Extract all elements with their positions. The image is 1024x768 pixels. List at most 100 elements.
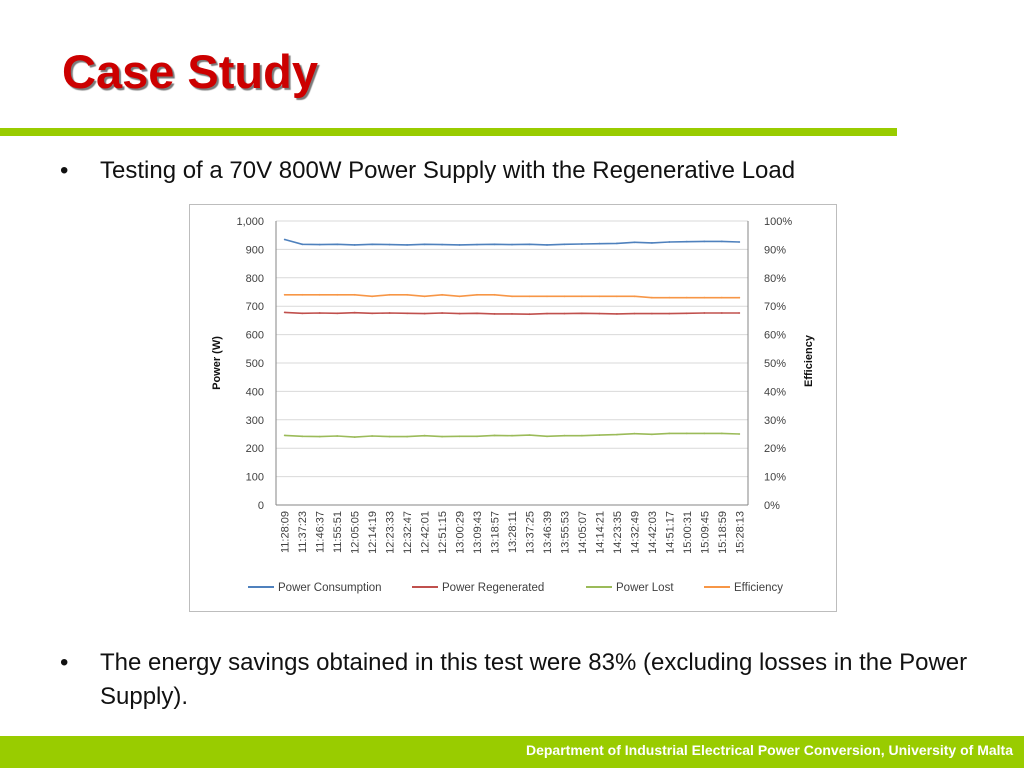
data-point (493, 434, 496, 437)
data-point (336, 243, 339, 246)
data-point (528, 434, 531, 436)
y-tick-label: 300 (246, 415, 264, 427)
slide-title: Case Study (62, 45, 318, 98)
data-point (423, 434, 426, 437)
x-tick-label: 12:05:05 (350, 511, 362, 554)
data-point (633, 432, 636, 435)
data-point (703, 432, 706, 435)
data-point (301, 293, 304, 296)
data-point (301, 435, 304, 438)
x-tick-label: 13:37:25 (524, 511, 536, 554)
y-tick-label: 200 (246, 443, 264, 455)
data-point (353, 436, 356, 438)
y-tick-label: 1,000 (236, 216, 264, 228)
data-point (511, 295, 513, 298)
footer-text: Department of Industrial Electrical Powe… (525, 742, 1013, 758)
x-tick-label: 14:23:35 (612, 511, 624, 554)
x-tick-label: 11:46:37 (315, 511, 327, 553)
y2-tick-label: 80% (764, 273, 786, 285)
y2-tick-label: 40% (764, 386, 786, 398)
data-point (616, 242, 618, 245)
data-point (685, 312, 688, 315)
data-point (581, 434, 583, 437)
data-point (371, 295, 373, 298)
data-point (283, 434, 286, 437)
x-tick-label: 13:09:43 (472, 511, 484, 554)
data-point (581, 243, 583, 245)
data-point (406, 244, 408, 246)
legend-label: Power Lost (616, 582, 674, 594)
data-point (476, 435, 478, 438)
data-point (685, 432, 688, 435)
data-point (633, 241, 636, 244)
data-point (703, 240, 706, 243)
y2-tick-label: 20% (764, 443, 786, 455)
data-point (720, 240, 723, 243)
y2-tick-label: 70% (764, 301, 786, 313)
bullet-marker: • (60, 157, 69, 184)
data-point (493, 243, 496, 246)
data-point (738, 296, 741, 299)
data-point (371, 435, 373, 437)
bullet-text: The energy savings obtained in this test… (100, 649, 968, 710)
data-point (581, 295, 583, 298)
data-point (388, 243, 391, 246)
x-tick-label: 13:18:57 (490, 511, 502, 554)
legend-label: Power Regenerated (442, 582, 544, 594)
x-tick-label: 12:32:47 (402, 511, 414, 554)
data-point (388, 312, 391, 314)
y-tick-label: 800 (246, 273, 264, 285)
data-point (511, 243, 513, 246)
x-tick-label: 14:14:21 (594, 511, 606, 554)
data-point (406, 435, 408, 438)
data-point (283, 311, 286, 314)
data-point (371, 243, 373, 246)
data-point (511, 434, 513, 437)
data-point (668, 241, 671, 243)
y2-axis-title: Efficiency (803, 334, 815, 387)
data-point (318, 243, 321, 246)
data-point (738, 241, 741, 243)
data-point (720, 432, 723, 435)
data-point (598, 242, 601, 245)
data-point (336, 435, 339, 437)
data-point (616, 295, 618, 298)
data-point (668, 296, 671, 299)
data-point (563, 295, 566, 298)
data-point (703, 296, 706, 299)
bullet-testing: • Testing of a 70V 800W Power Supply wit… (60, 154, 960, 188)
bullet-text: Testing of a 70V 800W Power Supply with … (100, 157, 796, 184)
data-point (318, 312, 321, 314)
data-point (458, 244, 461, 246)
data-point (738, 312, 741, 314)
x-tick-label: 12:14:19 (367, 511, 379, 554)
y-axis-title: Power (W) (211, 336, 223, 390)
y2-tick-label: 10% (764, 472, 786, 484)
x-tick-label: 12:51:15 (437, 511, 449, 554)
y2-tick-label: 90% (764, 244, 786, 256)
data-point (423, 312, 426, 315)
data-point (388, 293, 391, 296)
x-tick-label: 15:09:45 (699, 511, 711, 554)
data-point (546, 435, 548, 438)
data-point (528, 243, 531, 246)
x-tick-label: 14:42:03 (647, 511, 659, 554)
data-point (388, 435, 391, 438)
y-tick-label: 0 (258, 500, 264, 512)
data-point (546, 312, 548, 315)
y-tick-label: 500 (246, 358, 264, 370)
legend-label: Power Consumption (278, 582, 382, 594)
y-tick-label: 400 (246, 386, 264, 398)
data-point (336, 312, 339, 315)
data-point (441, 293, 443, 296)
x-tick-label: 11:37:23 (297, 511, 309, 553)
data-point (406, 293, 408, 296)
data-point (301, 312, 304, 315)
data-point (283, 293, 286, 296)
x-tick-label: 13:00:29 (455, 511, 467, 554)
data-point (651, 296, 653, 299)
x-tick-label: 14:32:49 (629, 511, 641, 554)
data-point (423, 243, 426, 246)
data-point (651, 433, 653, 436)
data-point (668, 432, 671, 435)
